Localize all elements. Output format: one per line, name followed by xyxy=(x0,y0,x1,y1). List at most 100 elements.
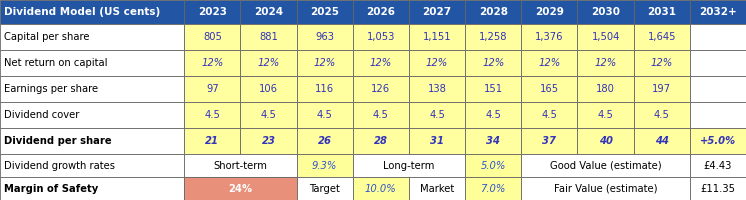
Bar xyxy=(633,128,690,154)
Bar xyxy=(353,0,409,24)
Text: 31: 31 xyxy=(430,136,444,146)
Bar xyxy=(521,154,690,177)
Bar xyxy=(409,50,466,76)
Bar xyxy=(240,76,297,102)
Bar xyxy=(409,177,466,200)
Text: 2030: 2030 xyxy=(591,7,620,17)
Bar xyxy=(0,102,184,128)
Bar xyxy=(633,102,690,128)
Bar xyxy=(521,177,690,200)
Text: 180: 180 xyxy=(596,84,615,94)
Text: 4.5: 4.5 xyxy=(260,110,277,120)
Bar xyxy=(577,76,633,102)
Bar xyxy=(297,0,353,24)
Bar xyxy=(240,0,297,24)
Text: 106: 106 xyxy=(259,84,278,94)
Text: Dividend cover: Dividend cover xyxy=(4,110,80,120)
Text: 97: 97 xyxy=(206,84,219,94)
Bar xyxy=(184,128,240,154)
Text: 881: 881 xyxy=(259,32,278,42)
Bar xyxy=(521,76,577,102)
Bar xyxy=(353,102,409,128)
Text: 28: 28 xyxy=(374,136,388,146)
Text: Target: Target xyxy=(310,184,340,194)
Bar xyxy=(633,76,690,102)
Text: 2023: 2023 xyxy=(198,7,227,17)
Bar xyxy=(353,128,409,154)
Bar xyxy=(0,76,184,102)
Bar xyxy=(466,76,521,102)
Bar xyxy=(466,0,521,24)
Text: 197: 197 xyxy=(652,84,671,94)
Text: 1,053: 1,053 xyxy=(367,32,395,42)
Bar xyxy=(0,50,184,76)
Bar xyxy=(409,24,466,50)
Text: 23: 23 xyxy=(262,136,275,146)
Text: 12%: 12% xyxy=(426,58,448,68)
Bar xyxy=(577,50,633,76)
Bar xyxy=(409,76,466,102)
Text: 4.5: 4.5 xyxy=(542,110,557,120)
Text: 2024: 2024 xyxy=(254,7,283,17)
Text: 12%: 12% xyxy=(651,58,673,68)
Text: Net return on capital: Net return on capital xyxy=(4,58,108,68)
Text: 4.5: 4.5 xyxy=(373,110,389,120)
Bar xyxy=(240,102,297,128)
Bar xyxy=(690,50,746,76)
Text: 12%: 12% xyxy=(370,58,392,68)
Text: Earnings per share: Earnings per share xyxy=(4,84,98,94)
Text: Dividend growth rates: Dividend growth rates xyxy=(4,161,116,171)
Text: 1,376: 1,376 xyxy=(535,32,564,42)
Text: £11.35: £11.35 xyxy=(700,184,736,194)
Bar xyxy=(577,24,633,50)
Bar xyxy=(353,177,409,200)
Bar xyxy=(0,154,184,177)
Bar xyxy=(240,50,297,76)
Bar xyxy=(240,128,297,154)
Text: 12%: 12% xyxy=(539,58,560,68)
Text: 4.5: 4.5 xyxy=(317,110,333,120)
Text: 126: 126 xyxy=(372,84,390,94)
Bar xyxy=(297,50,353,76)
Text: 12%: 12% xyxy=(482,58,504,68)
Bar xyxy=(353,154,466,177)
Bar xyxy=(690,128,746,154)
Text: 2026: 2026 xyxy=(366,7,395,17)
Bar xyxy=(521,128,577,154)
Text: 5.0%: 5.0% xyxy=(480,161,506,171)
Bar xyxy=(297,177,353,200)
Text: 4.5: 4.5 xyxy=(429,110,445,120)
Text: 10.0%: 10.0% xyxy=(365,184,397,194)
Bar xyxy=(521,50,577,76)
Bar xyxy=(409,128,466,154)
Bar xyxy=(184,154,297,177)
Text: 34: 34 xyxy=(486,136,501,146)
Text: 2028: 2028 xyxy=(479,7,508,17)
Text: 40: 40 xyxy=(598,136,612,146)
Text: Dividend per share: Dividend per share xyxy=(4,136,112,146)
Text: 12%: 12% xyxy=(595,58,617,68)
Bar xyxy=(297,128,353,154)
Text: Dividend Model (US cents): Dividend Model (US cents) xyxy=(4,7,160,17)
Text: 2027: 2027 xyxy=(422,7,451,17)
Text: 44: 44 xyxy=(655,136,668,146)
Text: 24%: 24% xyxy=(228,184,252,194)
Text: 7.0%: 7.0% xyxy=(480,184,506,194)
Bar xyxy=(184,24,240,50)
Text: 2029: 2029 xyxy=(535,7,564,17)
Bar xyxy=(297,154,353,177)
Text: 138: 138 xyxy=(427,84,447,94)
Bar xyxy=(690,102,746,128)
Bar xyxy=(466,177,521,200)
Bar xyxy=(690,76,746,102)
Bar xyxy=(409,102,466,128)
Bar xyxy=(0,0,184,24)
Bar xyxy=(466,102,521,128)
Bar xyxy=(240,24,297,50)
Bar xyxy=(297,76,353,102)
Bar xyxy=(184,0,240,24)
Bar xyxy=(466,128,521,154)
Bar xyxy=(466,50,521,76)
Bar xyxy=(466,154,521,177)
Text: 116: 116 xyxy=(315,84,334,94)
